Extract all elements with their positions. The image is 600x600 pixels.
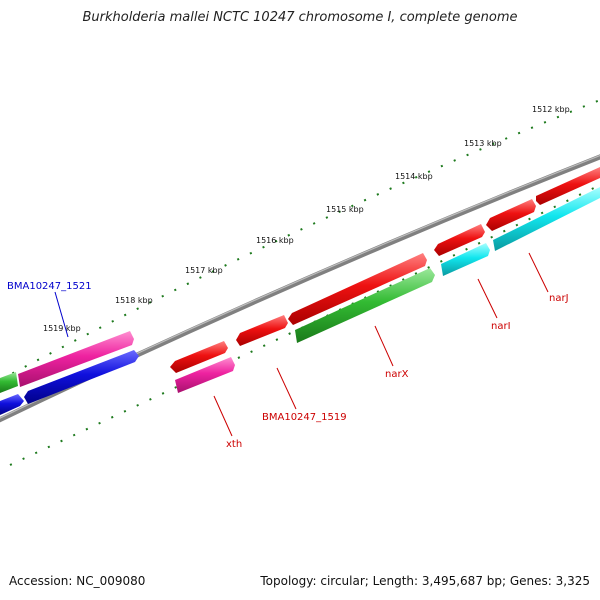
gene-label-nari[interactable]: narI: [491, 321, 511, 332]
gene-green-1[interactable]: [0, 372, 18, 393]
gene-red-forward-1[interactable]: [536, 167, 600, 205]
leader-narx: [374, 325, 394, 367]
gene-label-bma10247-1519[interactable]: BMA10247_1519: [262, 412, 347, 423]
gene-blue-2[interactable]: [0, 394, 24, 415]
scale-label-1514: 1514 kbp: [395, 172, 433, 181]
gene-pink-1[interactable]: [18, 331, 134, 387]
scale-label-1513: 1513 kbp: [464, 139, 502, 148]
gene-blue-1[interactable]: [24, 350, 139, 404]
gene-red-forward-3[interactable]: [434, 224, 485, 256]
scale-label-1518: 1518 kbp: [115, 296, 153, 305]
scale-label-1516: 1516 kbp: [256, 236, 294, 245]
map-title: Burkholderia mallei NCTC 10247 chromosom…: [82, 10, 518, 25]
gene-red-forward-2[interactable]: [486, 199, 536, 231]
gene-red-forward-4[interactable]: [288, 253, 427, 325]
gene-pink-2[interactable]: [175, 357, 235, 393]
leader-xth: [213, 395, 233, 437]
gene-red-forward-6[interactable]: [170, 341, 228, 373]
leader-bma10247-1519: [276, 367, 297, 410]
gene-green-2[interactable]: [295, 268, 435, 343]
gene-label-narj[interactable]: narJ: [549, 293, 569, 304]
scale-label-1517: 1517 kbp: [185, 266, 223, 275]
gene-cyan-2[interactable]: [493, 187, 600, 251]
leader-bma10247-1521: [54, 291, 69, 338]
gene-label-bma10247-1521[interactable]: BMA10247_1521: [7, 281, 92, 292]
genome-stats-text: Topology: circular; Length: 3,495,687 bp…: [260, 574, 590, 588]
scale-label-1515: 1515 kbp: [326, 205, 364, 214]
gene-label-narx[interactable]: narX: [385, 369, 409, 380]
gene-red-forward-5[interactable]: [236, 315, 288, 346]
scale-label-1512: 1512 kbp: [532, 105, 570, 114]
leader-narj: [528, 252, 549, 293]
inner-scale-ticks: [9, 184, 600, 466]
gene-label-xth[interactable]: xth: [226, 439, 242, 450]
gene-cyan-1[interactable]: [441, 243, 490, 276]
accession-text: Accession: NC_009080: [9, 574, 146, 588]
leader-nari: [477, 278, 498, 319]
scale-label-1519: 1519 kbp: [43, 324, 81, 333]
